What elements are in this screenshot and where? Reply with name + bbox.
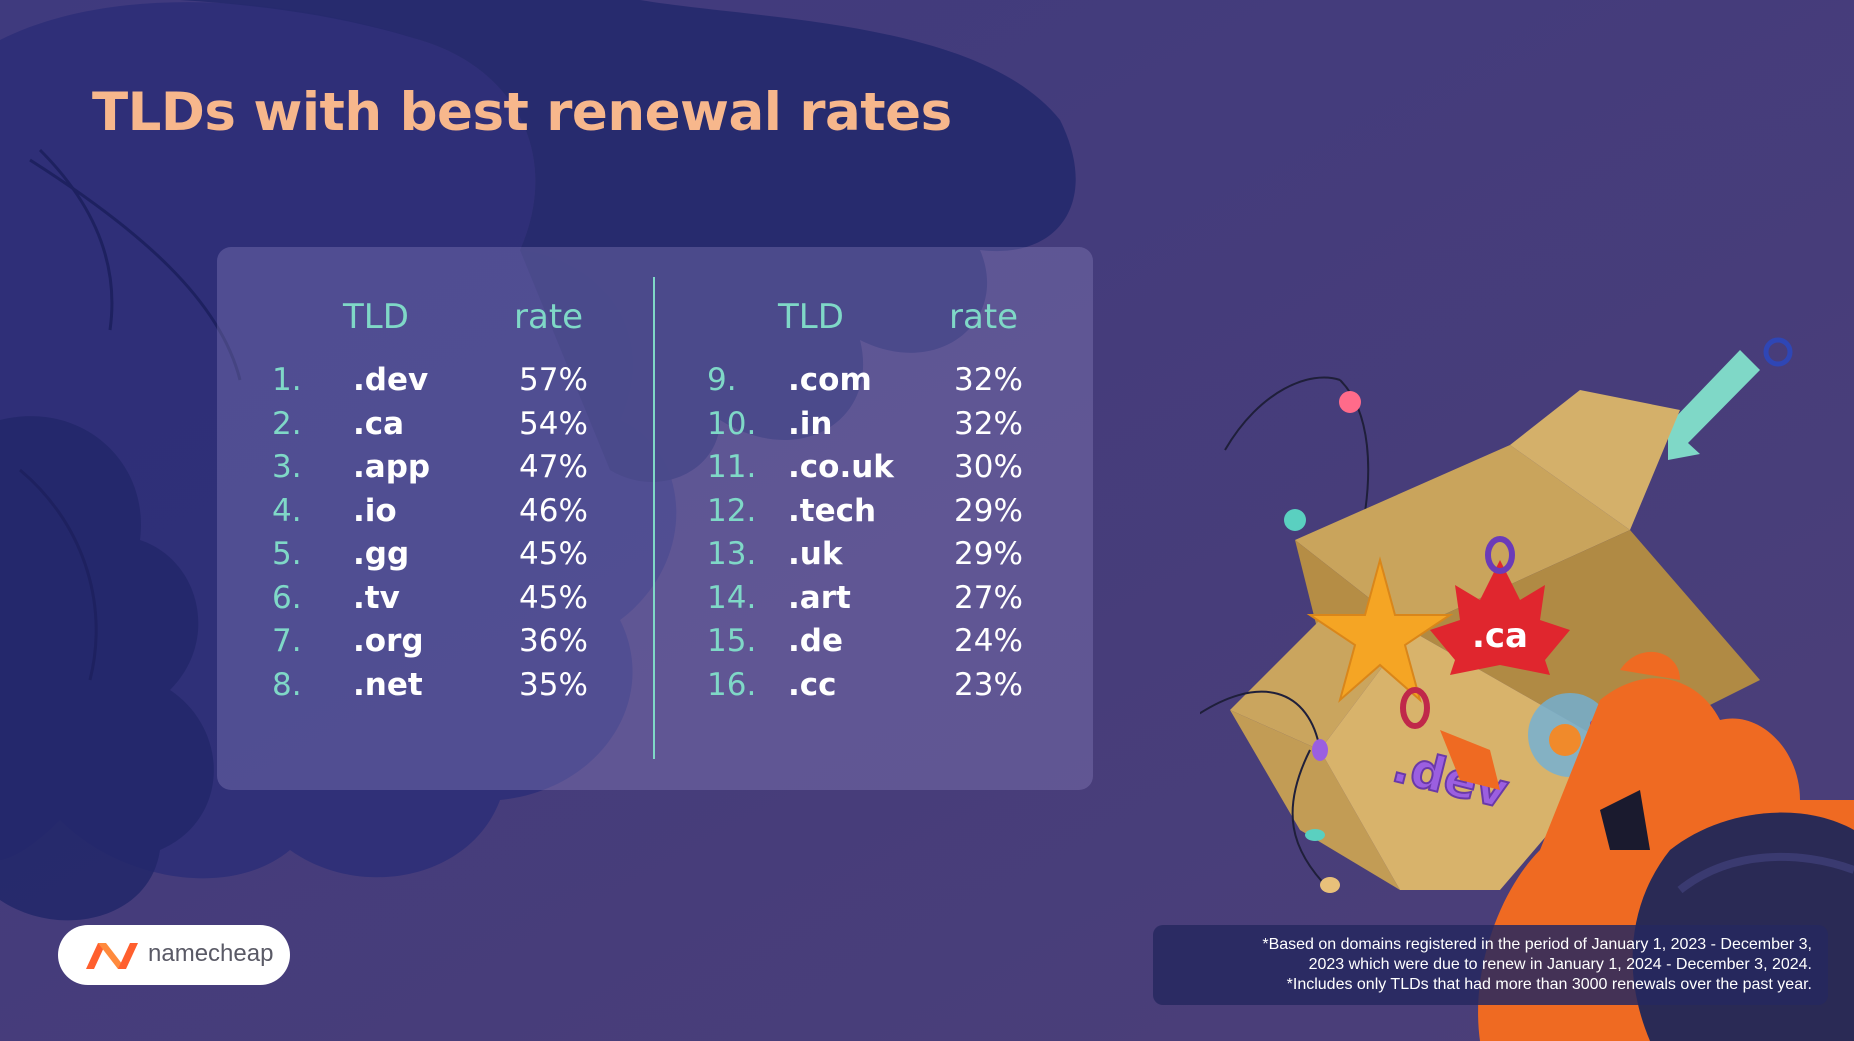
footnote-line: *Includes only TLDs that had more than 3…	[1286, 976, 1812, 993]
rank-label: 5.	[272, 536, 302, 572]
tld-label: .tech	[788, 492, 877, 529]
renewal-rates-table: TLD rate 1. .dev 57% 2. .ca 54% 3. .app 47% 4.…	[217, 247, 1093, 790]
table-row: 12. .tech 29%	[652, 493, 1072, 537]
rate-value: 46%	[519, 492, 588, 529]
tld-label: .ca	[353, 405, 405, 442]
tld-label: .io	[353, 492, 397, 529]
table-row: 2. .ca 54%	[217, 406, 637, 450]
table-row: 4. .io 46%	[217, 493, 637, 537]
ornament-ca-label: .ca	[1472, 616, 1528, 656]
table-row: 11. .co.uk 30%	[652, 449, 1072, 493]
table-row: 7. .org 36%	[217, 623, 637, 667]
table-row: 10. .in 32%	[652, 406, 1072, 450]
rate-value: 23%	[954, 666, 1023, 703]
table-row: 3. .app 47%	[217, 449, 637, 493]
tld-label: .org	[353, 623, 424, 659]
tld-label: .tv	[353, 579, 400, 616]
star-ornament-icon	[1306, 556, 1454, 703]
rank-label: 13.	[707, 536, 757, 572]
footnote-line: *Based on domains registered in the peri…	[1262, 936, 1812, 953]
rate-value: 24%	[954, 623, 1023, 659]
table-row: 9. .com 32%	[652, 362, 1072, 406]
tld-label: .gg	[353, 536, 410, 572]
rank-label: 8.	[272, 666, 302, 703]
maple-leaf-ornament-icon: .ca	[1430, 536, 1570, 675]
table-row: 16. .cc 23%	[652, 667, 1072, 711]
rank-label: 11.	[707, 449, 757, 485]
table-row: 5. .gg 45%	[217, 536, 637, 580]
rate-value: 57%	[519, 362, 588, 398]
rank-label: 15.	[707, 623, 757, 659]
column-header-tld: TLD	[778, 297, 844, 337]
page-title: TLDs with best renewal rates	[92, 82, 952, 143]
arrow-cursor-icon	[1668, 337, 1793, 460]
column-header-tld: TLD	[343, 297, 409, 337]
rank-label: 2.	[272, 405, 302, 442]
table-row: 15. .de 24%	[652, 623, 1072, 667]
rate-value: 36%	[519, 623, 588, 659]
cardboard-box	[1230, 390, 1760, 890]
tld-label: .uk	[788, 536, 843, 572]
rank-label: 9.	[707, 362, 737, 398]
rate-value: 45%	[519, 579, 588, 616]
leaf-shapes	[0, 0, 1076, 921]
tld-label: .in	[788, 405, 833, 442]
rate-value: 45%	[519, 536, 588, 572]
tld-label: .dev	[353, 362, 429, 398]
namecheap-logo-icon	[86, 943, 138, 969]
tld-label: .net	[353, 666, 423, 703]
rate-value: 35%	[519, 666, 588, 703]
footnote-line: 2023 which were due to renew in January …	[1308, 956, 1812, 973]
footnote-box: *Based on domains registered in the peri…	[1153, 925, 1828, 1005]
rate-value: 32%	[954, 405, 1023, 442]
table-row: 8. .net 35%	[217, 667, 637, 711]
rank-label: 10.	[707, 405, 757, 442]
rank-label: 7.	[272, 623, 302, 659]
rank-label: 6.	[272, 579, 302, 616]
rate-value: 29%	[954, 536, 1023, 572]
table-row: 13. .uk 29%	[652, 536, 1072, 580]
table-row: 14. .art 27%	[652, 580, 1072, 624]
column-header-rate: rate	[514, 297, 584, 337]
rank-label: 4.	[272, 492, 302, 529]
table-row: 6. .tv 45%	[217, 580, 637, 624]
column-header-rate: rate	[949, 297, 1019, 337]
namecheap-logo: namecheap	[58, 925, 290, 985]
tld-label: .de	[788, 623, 843, 659]
logo-wordmark: namecheap	[148, 940, 274, 967]
tld-label: .co.uk	[788, 449, 894, 485]
tld-label: .app	[353, 449, 431, 485]
rate-value: 54%	[519, 405, 588, 442]
rate-value: 27%	[954, 579, 1023, 616]
tld-label: .cc	[788, 666, 837, 703]
tld-label: .com	[788, 362, 872, 398]
tld-label: .art	[788, 579, 851, 616]
rank-label: 1.	[272, 362, 302, 398]
rank-label: 14.	[707, 579, 757, 616]
rank-label: 12.	[707, 492, 757, 529]
table-row: 1. .dev 57%	[217, 362, 637, 406]
rate-value: 30%	[954, 449, 1023, 485]
rank-label: 16.	[707, 666, 757, 703]
light-bulb-icon	[1284, 509, 1306, 531]
rank-label: 3.	[272, 449, 302, 485]
column-divider	[653, 277, 655, 759]
rate-value: 32%	[954, 362, 1023, 398]
rate-value: 47%	[519, 449, 588, 485]
rate-value: 29%	[954, 492, 1023, 529]
light-bulb-icon	[1339, 391, 1361, 413]
